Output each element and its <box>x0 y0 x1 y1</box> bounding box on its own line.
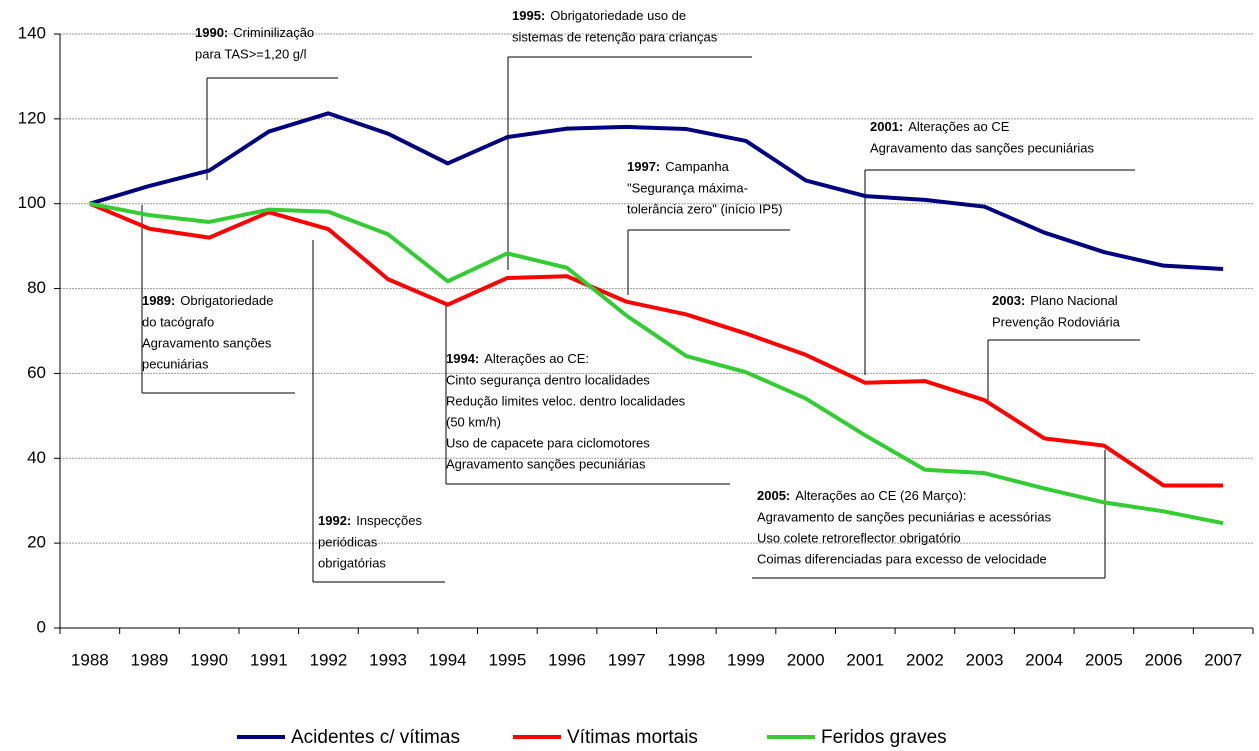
x-tick-label: 1996 <box>548 650 586 669</box>
x-tick-label: 2002 <box>906 650 944 669</box>
annotation-line: Obrigatoriedade <box>180 293 273 308</box>
annotation-text: Agravamento das sanções pecuniárias <box>870 140 1095 155</box>
annotation-text: pecuniárias <box>142 356 209 371</box>
annotation-year: 1989: <box>142 293 175 308</box>
annotation-text: 1989: Obrigatoriedade <box>142 293 273 308</box>
annotation-text: Uso de capacete para ciclomotores <box>446 435 650 450</box>
annotation-line: Plano Nacional <box>1030 293 1118 308</box>
y-tick-label: 100 <box>18 193 46 212</box>
annotation-text: para TAS>=1,20 g/l <box>195 46 307 61</box>
annotation-line: Inspecções <box>356 513 422 528</box>
annotation-text: periódicas <box>318 534 378 549</box>
annotation-text: Uso colete retroreflector obrigatório <box>757 530 961 545</box>
y-tick-label: 80 <box>27 278 46 297</box>
annotation-text: 1994: Alterações ao CE: <box>446 351 589 366</box>
y-tick-label: 0 <box>37 617 46 636</box>
annotation-text: 1995: Obrigatoriedade uso de <box>512 8 686 23</box>
x-tick-label: 1994 <box>429 650 467 669</box>
annotation-text: tolerância zero" (início IP5) <box>627 201 783 216</box>
annotation-text: Cinto segurança dentro localidades <box>446 372 650 387</box>
annotation-text: 2001: Alterações ao CE <box>870 119 1010 134</box>
x-tick-label: 1988 <box>71 650 109 669</box>
x-tick-label: 2005 <box>1085 650 1123 669</box>
x-tick-label: 1997 <box>608 650 646 669</box>
annotation-year: 1992: <box>318 513 351 528</box>
annotation-text: Agravamento de sanções pecuniárias e ace… <box>757 509 1052 524</box>
annotation-line: Obrigatoriedade uso de <box>550 8 686 23</box>
annotation-text: 1997: Campanha <box>627 159 730 174</box>
annotation-text: sistemas de retenção para crianças <box>512 29 718 44</box>
annotation-year: 2001: <box>870 119 903 134</box>
legend-label: Acidentes c/ vítimas <box>291 727 460 748</box>
x-tick-label: 1999 <box>727 650 765 669</box>
annotation-line: Criminilização <box>233 25 314 40</box>
annotation-text: Coimas diferenciadas para excesso de vel… <box>757 551 1047 566</box>
annotation-line: Alterações ao CE <box>908 119 1009 134</box>
x-tick-label: 2006 <box>1145 650 1183 669</box>
legend-label: Feridos graves <box>821 727 947 748</box>
annotation-text: Redução limites veloc. dentro localidade… <box>446 393 686 408</box>
annotation-year: 2005: <box>757 488 790 503</box>
x-tick-label: 1993 <box>369 650 407 669</box>
y-tick-label: 140 <box>18 23 46 42</box>
annotation-text: obrigatórias <box>318 555 386 570</box>
annotation-text: Prevenção Rodoviária <box>992 314 1121 329</box>
x-tick-label: 1995 <box>488 650 526 669</box>
x-tick-label: 1989 <box>131 650 169 669</box>
annotation-text: (50 km/h) <box>446 414 501 429</box>
annotation-text: 2005: Alterações ao CE (26 Março): <box>757 488 966 503</box>
series-line <box>89 111 1224 272</box>
x-tick-label: 1998 <box>667 650 705 669</box>
annotation-line: Alterações ao CE (26 Março): <box>795 488 966 503</box>
annotation-text: 1990: Criminilização <box>195 25 314 40</box>
y-tick-label: 60 <box>27 363 46 382</box>
legend-label: Vítimas mortais <box>567 727 698 748</box>
series-line <box>89 201 1224 526</box>
series-line <box>89 201 1224 488</box>
x-tick-label: 2004 <box>1025 650 1063 669</box>
annotation-text: Agravamento sanções pecuniárias <box>446 456 646 471</box>
annotation-line: Campanha <box>665 159 729 174</box>
x-tick-label: 2003 <box>966 650 1004 669</box>
annotation-year: 1995: <box>512 8 545 23</box>
y-tick-label: 20 <box>27 533 46 552</box>
annotation-year: 1990: <box>195 25 228 40</box>
x-tick-label: 2001 <box>846 650 884 669</box>
y-tick-label: 120 <box>18 108 46 127</box>
annotation-text: Agravamento sanções <box>142 335 272 350</box>
x-tick-label: 1991 <box>250 650 288 669</box>
x-tick-label: 1992 <box>310 650 348 669</box>
annotation-text: 1992: Inspecções <box>318 513 423 528</box>
x-tick-label: 1990 <box>190 650 228 669</box>
annotation-line: Alterações ao CE: <box>484 351 589 366</box>
annotation-text: 2003: Plano Nacional <box>992 293 1118 308</box>
annotation-year: 1997: <box>627 159 660 174</box>
annotation-text: do tacógrafo <box>142 314 214 329</box>
annotation-year: 1994: <box>446 351 479 366</box>
annotation-text: "Segurança máxima- <box>627 180 748 195</box>
x-tick-label: 2007 <box>1204 650 1242 669</box>
y-tick-label: 40 <box>27 448 46 467</box>
x-tick-label: 2000 <box>787 650 825 669</box>
annotation-year: 2003: <box>992 293 1025 308</box>
